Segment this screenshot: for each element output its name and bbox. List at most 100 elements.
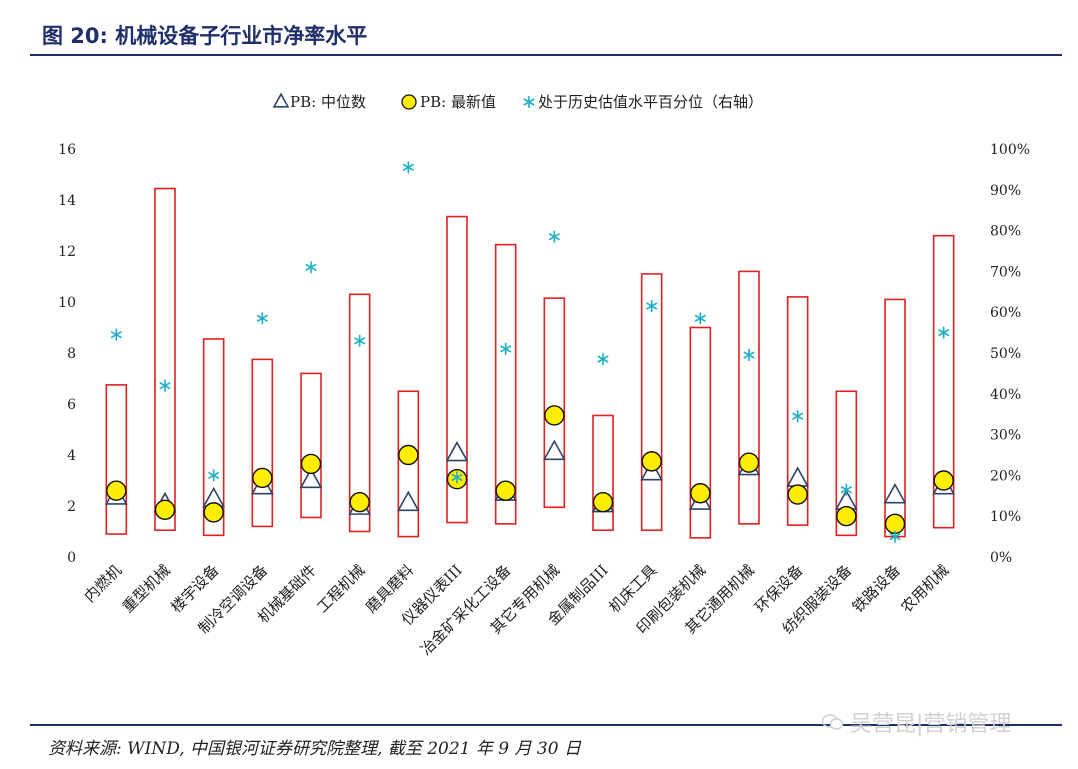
- category-label: 重型机械: [119, 561, 174, 616]
- right-axis-tick-label: 30%: [990, 428, 1021, 444]
- right-axis-tick-label: 0%: [990, 550, 1012, 566]
- category-label: 铁路设备: [849, 561, 904, 616]
- left-axis-tick-label: 2: [67, 499, 76, 515]
- latest-marker: [300, 453, 322, 475]
- range-bar: [640, 273, 663, 532]
- latest-marker: [349, 491, 370, 513]
- left-axis-tick-label: 12: [58, 244, 76, 260]
- category-label: 农用机械: [897, 561, 952, 616]
- range-bar: [494, 243, 517, 525]
- percentile-marker: [305, 261, 317, 274]
- median-marker: [445, 440, 469, 462]
- category-label: 内燃机: [81, 561, 126, 606]
- left-axis-tick-label: 14: [58, 193, 76, 209]
- range-bar: [884, 298, 906, 538]
- range-bar: [446, 215, 468, 524]
- median-marker: [640, 460, 664, 481]
- latest-marker: [836, 506, 857, 527]
- latest-marker: [495, 480, 516, 501]
- latest-marker: [398, 444, 419, 466]
- latest-marker: [787, 484, 808, 505]
- legend-percentile-label: 处于历史估值水平百分位（右轴）: [538, 93, 763, 111]
- median-marker: [883, 482, 907, 504]
- right-axis-tick-label: 70%: [990, 264, 1021, 280]
- watermark-text: 吴营昆|营销管理: [850, 712, 1012, 737]
- latest-marker: [544, 405, 565, 426]
- percentile-marker: [256, 312, 268, 325]
- right-axis-tick-label: 100%: [990, 142, 1030, 158]
- percentile-marker: [840, 483, 852, 496]
- range-bar: [689, 326, 712, 539]
- legend-median-label: PB: 中位数: [290, 93, 366, 111]
- median-marker: [542, 439, 566, 461]
- percentile-marker: [110, 328, 122, 341]
- wechat-icon: [821, 712, 844, 737]
- latest-marker: [641, 451, 662, 472]
- percentile-marker: [451, 471, 463, 484]
- source-note: 资料来源: WIND, 中国银河证券研究院整理, 截至 2021 年 9 月 3…: [48, 739, 581, 759]
- left-axis-tick-label: 10: [58, 295, 76, 311]
- left-axis-tick-label: 4: [67, 448, 76, 464]
- right-axis-tick-label: 20%: [990, 468, 1021, 484]
- right-axis-tick-label: 10%: [990, 509, 1021, 525]
- percentile-marker: [208, 469, 220, 482]
- range-bar: [348, 293, 371, 533]
- right-axis-tick-label: 50%: [990, 346, 1021, 362]
- right-axis-tick-label: 60%: [990, 305, 1021, 321]
- latest-marker: [154, 499, 176, 521]
- legend-median-icon: [272, 92, 290, 108]
- percentile-marker: [354, 334, 366, 347]
- latest-marker: [884, 513, 906, 535]
- range-bar: [932, 234, 955, 529]
- left-axis-tick-label: 0: [67, 550, 76, 566]
- latest-marker: [252, 467, 273, 489]
- percentile-marker: [159, 379, 171, 392]
- right-axis-tick-label: 40%: [990, 387, 1021, 403]
- right-axis-tick-label: 90%: [990, 183, 1021, 199]
- median-marker: [396, 490, 420, 512]
- percentile-marker: [597, 353, 609, 366]
- latest-marker: [933, 470, 954, 491]
- range-bar: [154, 187, 176, 532]
- legend-latest-label: PB: 最新值: [420, 93, 496, 111]
- category-label: 工程机械: [313, 561, 368, 616]
- median-marker: [786, 466, 810, 487]
- category-label: 冶金矿采化工设备: [417, 561, 515, 659]
- range-bar: [397, 390, 420, 538]
- percentile-marker: [792, 410, 804, 423]
- left-axis-tick-label: 6: [67, 397, 76, 413]
- latest-marker: [203, 502, 224, 523]
- range-bar: [786, 296, 809, 526]
- legend-latest-icon: [401, 94, 417, 110]
- latest-marker: [738, 452, 760, 473]
- latest-marker: [690, 483, 711, 504]
- range-bar: [592, 414, 614, 532]
- percentile-marker: [548, 230, 560, 243]
- source-rule: [30, 724, 1062, 726]
- latest-marker: [106, 480, 127, 501]
- percentile-marker: [646, 300, 658, 313]
- median-marker: [299, 467, 323, 489]
- percentile-marker: [402, 161, 414, 174]
- percentile-marker: [889, 530, 901, 543]
- range-bar: [738, 270, 760, 525]
- title-rule: [30, 54, 1062, 56]
- percentile-marker: [938, 326, 950, 339]
- legend-percentile-icon: [523, 96, 535, 108]
- range-bar: [251, 358, 274, 528]
- range-bar: [202, 338, 225, 537]
- range-bar: [543, 297, 566, 509]
- left-axis-tick-label: 16: [58, 142, 76, 158]
- right-axis-tick-label: 80%: [990, 224, 1021, 240]
- range-bar: [300, 372, 322, 519]
- range-bar: [835, 390, 858, 537]
- percentile-marker: [500, 342, 512, 355]
- range-bar: [105, 384, 128, 535]
- watermark: 吴营昆|营销管理: [821, 706, 1012, 738]
- percentile-marker: [694, 312, 706, 325]
- left-axis-tick-label: 8: [67, 346, 76, 362]
- percentile-marker: [743, 349, 755, 362]
- figure-title: 图 20: 机械设备子行业市净率水平: [42, 24, 368, 48]
- latest-marker: [592, 491, 614, 513]
